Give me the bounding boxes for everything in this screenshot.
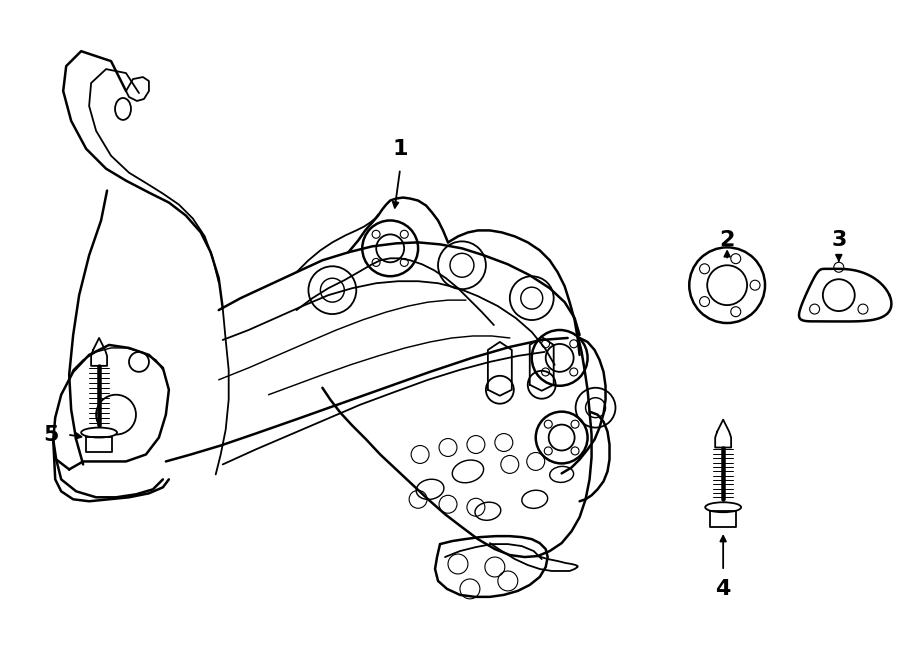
Text: 5: 5 — [43, 424, 58, 445]
Ellipse shape — [81, 428, 117, 438]
Ellipse shape — [706, 502, 741, 512]
Text: 2: 2 — [719, 231, 734, 251]
Text: 1: 1 — [392, 139, 408, 159]
Text: 4: 4 — [716, 579, 731, 599]
Text: 3: 3 — [831, 231, 847, 251]
